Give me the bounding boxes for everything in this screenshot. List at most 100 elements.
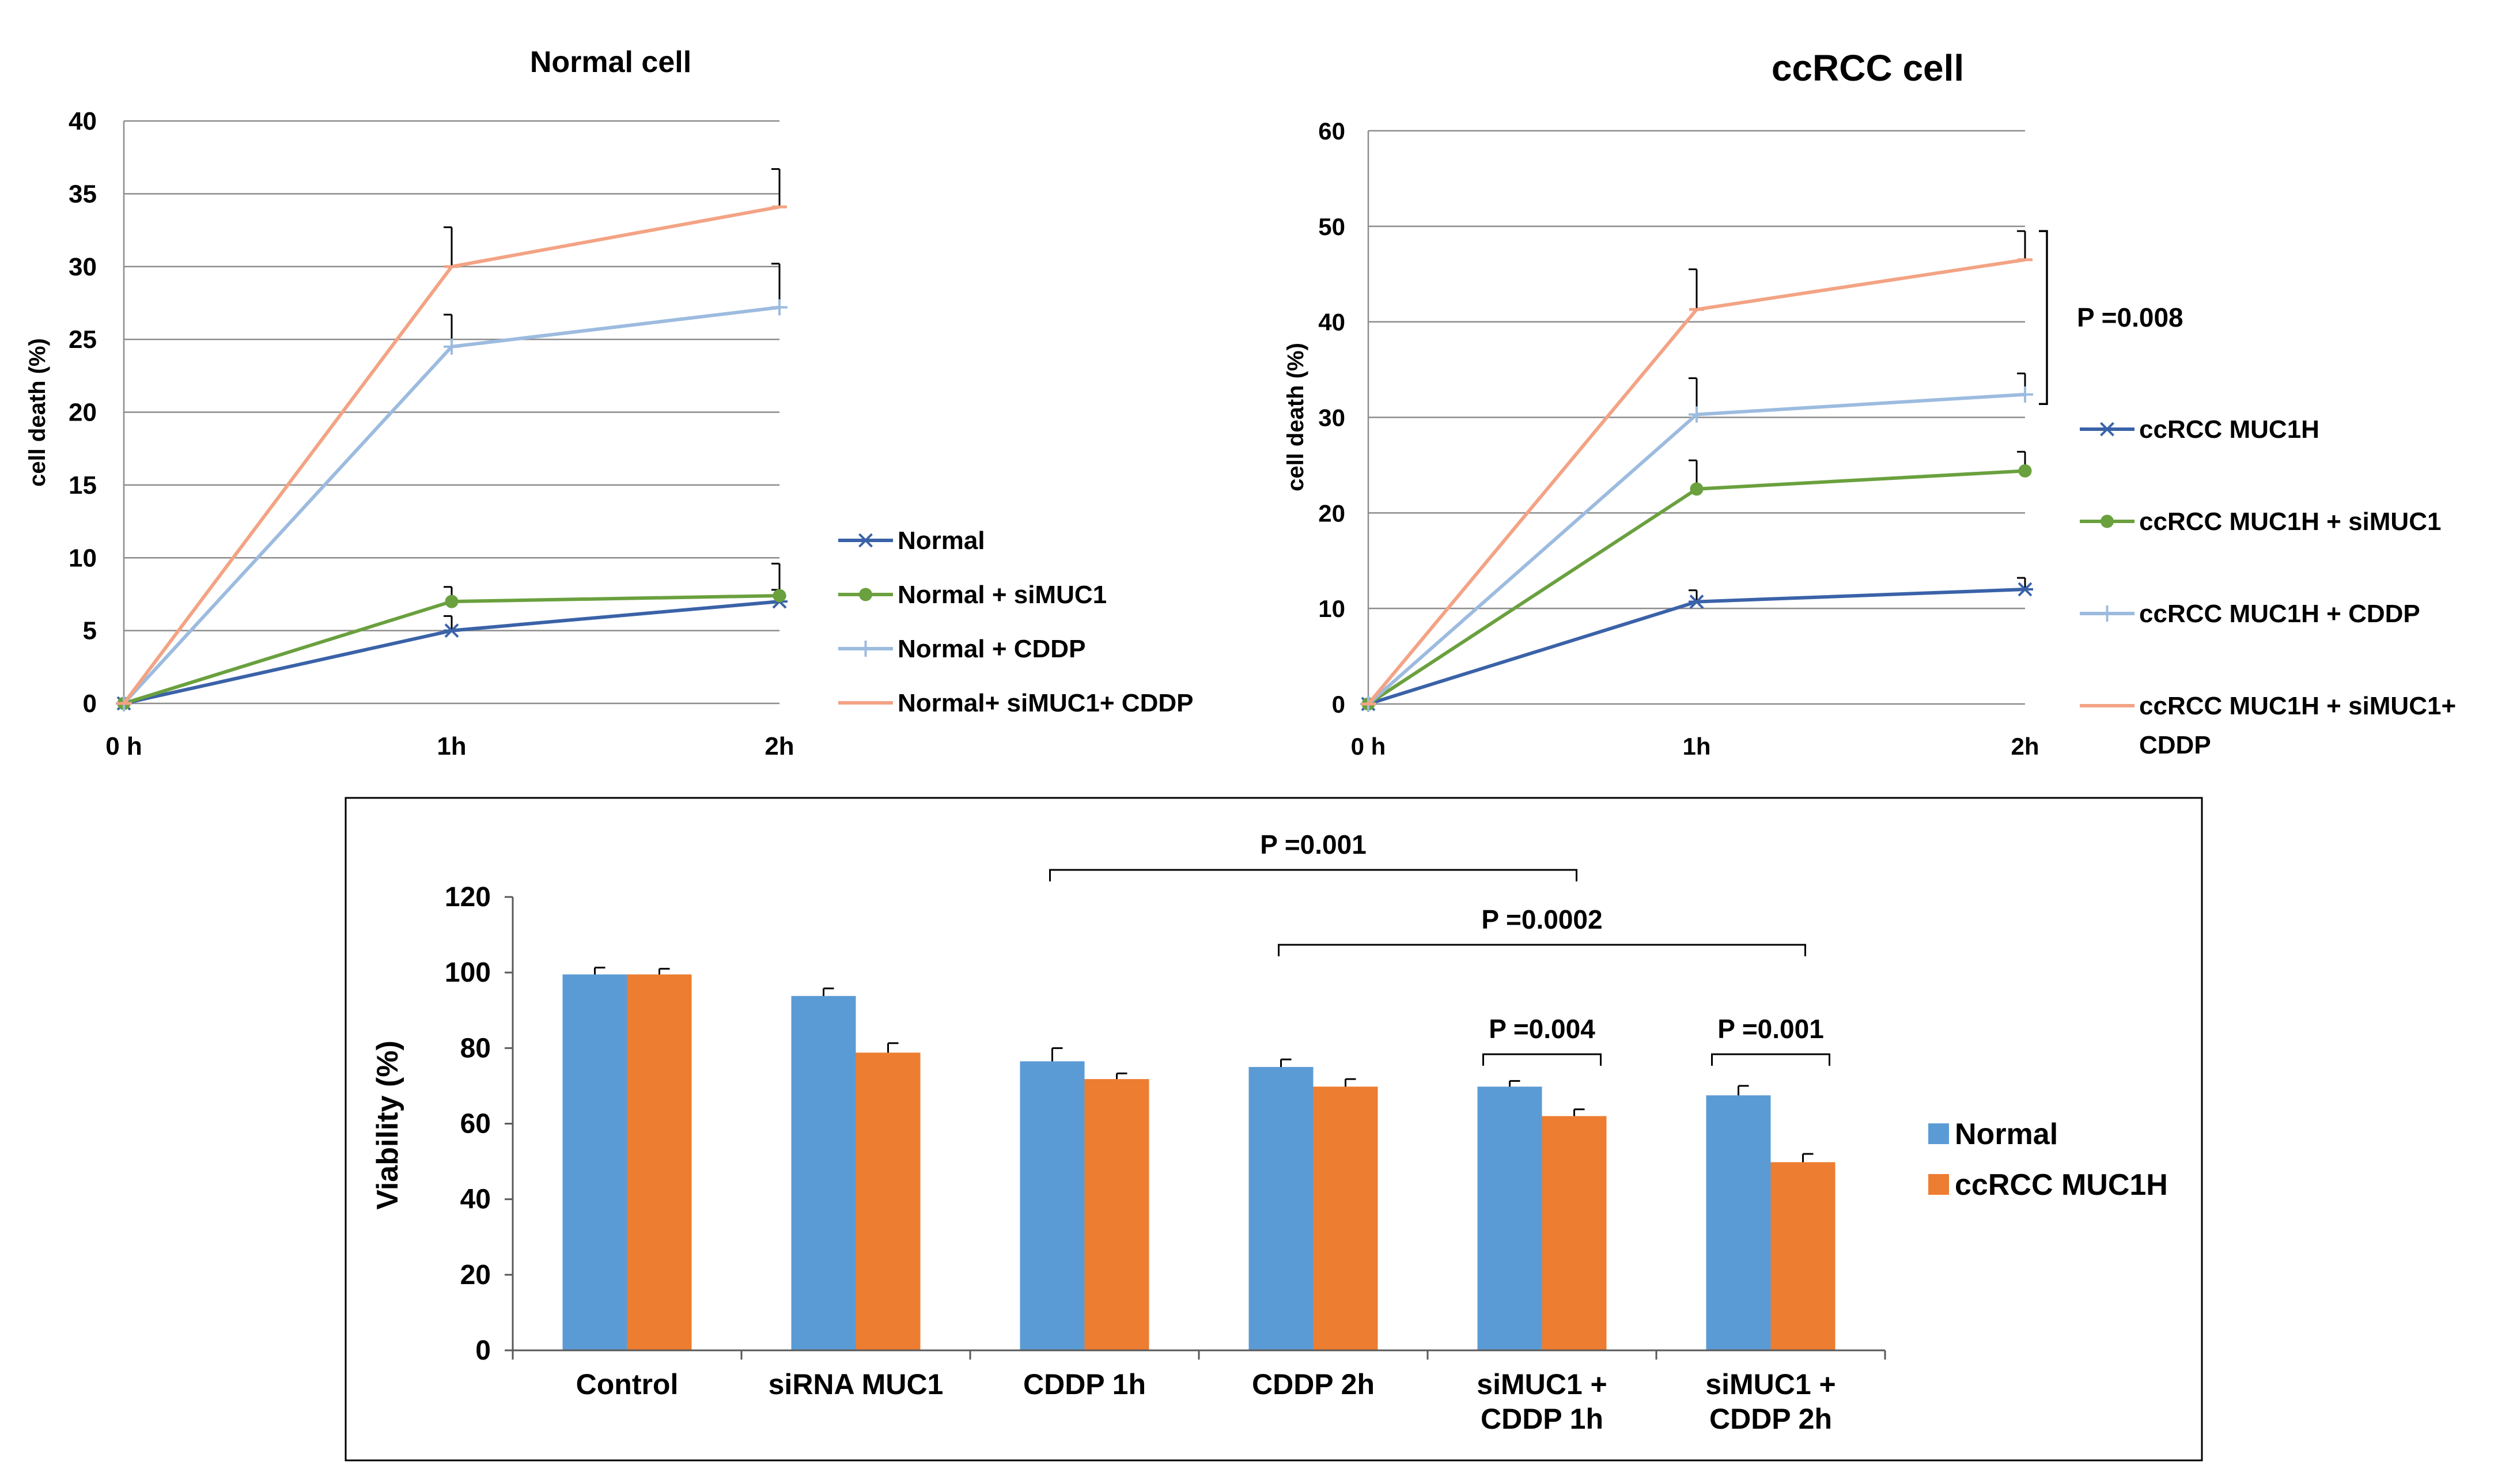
viability-bar-chart: 0 20 40 60 80 100 120 Viability (%) Control siRNA… xyxy=(345,797,2203,1462)
significance-bracket xyxy=(2039,230,2048,406)
y-tick-label: 80 xyxy=(460,1033,491,1063)
x-tick-label: CDDP 1h xyxy=(1023,1368,1146,1400)
bar xyxy=(1477,1086,1542,1350)
bar-series-ccrcc-muc1h xyxy=(627,968,1836,1350)
data-point xyxy=(1689,595,1705,609)
series-line xyxy=(122,305,780,705)
legend-marker xyxy=(857,533,874,548)
data-point xyxy=(444,623,460,638)
y-axis-label: Viability (%) xyxy=(371,1040,404,1210)
y-tick-label: 0 xyxy=(475,1335,491,1366)
bar-series-normal xyxy=(562,967,1771,1350)
series-normal-cddp xyxy=(116,263,788,711)
bar xyxy=(791,995,856,1350)
p-value-label: P =0.004 xyxy=(1489,1014,1595,1044)
legend-swatch xyxy=(1928,1123,1949,1144)
data-point xyxy=(444,338,460,355)
bar xyxy=(1770,1162,1836,1350)
data-point xyxy=(773,589,786,603)
x-tick-label: 0 h xyxy=(105,732,142,760)
legend: ccRCC MUC1H ccRCC MUC1H + siMUC1 ccRCC MUC… xyxy=(2080,415,2456,759)
legend-label: ccRCC MUC1H + CDDP xyxy=(2139,600,2420,628)
data-point xyxy=(445,595,459,608)
y-tick-label: 30 xyxy=(1318,404,1345,431)
significance-bracket xyxy=(1711,1053,1830,1066)
bar xyxy=(1020,1061,1085,1350)
bar-legend: Normal ccRCC MUC1H xyxy=(1928,1118,2168,1202)
normal-cell-chart: Normal cell 0 5 10 15 20 25 30 35 40 0 h 1h 2h cell d… xyxy=(25,46,1193,760)
y-tick-label: 15 xyxy=(69,471,97,499)
x-tick-label-line: CDDP 1h xyxy=(1481,1403,1603,1435)
legend-item-normal: Normal xyxy=(838,527,985,555)
series-normal-simuc1 xyxy=(117,562,786,710)
legend-label: ccRCC MUC1H + siMUC1+ CDDP xyxy=(2139,692,2456,759)
bar xyxy=(1248,1067,1314,1350)
legend-label: ccRCC MUC1H + siMUC1 xyxy=(2139,508,2441,536)
y-tick-label: 50 xyxy=(1318,213,1345,240)
series-line xyxy=(1367,392,2026,706)
p-value-label: P =0.001 xyxy=(1260,830,1367,860)
y-tick-label: 5 xyxy=(83,617,97,645)
data-point xyxy=(2017,582,2033,597)
y-tick-label: 20 xyxy=(460,1260,491,1290)
y-tick-label: 20 xyxy=(1318,499,1345,527)
significance-bracket xyxy=(1049,869,1577,881)
legend-item-ccrcc-muc1h: ccRCC MUC1H xyxy=(2080,415,2319,444)
x-tick-label: 0 h xyxy=(1351,733,1386,760)
chart-title: Normal cell xyxy=(530,46,691,79)
legend-label: Normal xyxy=(898,527,985,555)
y-axis-label: cell death (%) xyxy=(25,338,50,487)
x-tick-label: 1h xyxy=(437,732,466,760)
data-point xyxy=(2018,464,2032,478)
legend-item-ccrcc-muc1h-cddp: ccRCC MUC1H + CDDP xyxy=(2080,600,2420,628)
p-value-label: P =0.008 xyxy=(2077,302,2183,332)
legend-label: Normal+ siMUC1+ CDDP xyxy=(898,689,1193,717)
bar xyxy=(1084,1079,1149,1350)
y-tick-label: 25 xyxy=(69,325,97,354)
data-point xyxy=(1690,482,1704,496)
series-normal-simuc1-cddp xyxy=(116,168,787,705)
data-point xyxy=(1689,406,1705,423)
legend-marker xyxy=(2099,422,2115,437)
y-tick-label: 100 xyxy=(445,957,491,988)
legend-item-normal: Normal xyxy=(1928,1118,2058,1151)
bar xyxy=(1542,1116,1607,1350)
y-axis-label: cell death (%) xyxy=(1283,343,1308,491)
p-value-label: P =0.0002 xyxy=(1481,904,1602,934)
x-tick-label-line: siMUC1 + xyxy=(1477,1368,1607,1400)
y-tick-label: 30 xyxy=(69,253,97,281)
y-tick-label: 0 xyxy=(1332,691,1345,718)
chart-title: ccRCC cell xyxy=(1772,47,1964,89)
legend: Normal Normal + siMUC1 Normal + CDDP Normal… xyxy=(838,527,1193,717)
legend-label: ccRCC MUC1H xyxy=(1955,1168,2168,1202)
y-tick-label: 10 xyxy=(69,544,97,572)
x-tick-label: 1h xyxy=(1682,733,1710,760)
series-ccrcc-muc1h-simuc1 xyxy=(1361,450,2032,711)
legend-label-line: CDDP xyxy=(2139,731,2211,759)
bar xyxy=(562,974,627,1350)
y-tick-label: 20 xyxy=(69,399,97,427)
x-tick-label-line: CDDP 2h xyxy=(1709,1403,1832,1435)
legend-item-ccrcc-muc1h-simuc1-cddp: ccRCC MUC1H + siMUC1+ CDDP xyxy=(2080,692,2456,759)
y-tick-label: 120 xyxy=(445,882,491,913)
data-point xyxy=(2017,386,2033,403)
legend-item-normal-simuc1: Normal + siMUC1 xyxy=(838,581,1107,609)
x-tick-label: Control xyxy=(576,1368,679,1400)
legend-marker xyxy=(857,641,874,657)
legend-item-ccrcc-muc1h: ccRCC MUC1H xyxy=(1928,1168,2168,1202)
bar xyxy=(856,1053,921,1350)
x-tick-label: siMUC1 + CDDP 1h xyxy=(1477,1368,1607,1435)
y-tick-label: 40 xyxy=(1318,309,1345,336)
legend-item-ccrcc-muc1h-simuc1: ccRCC MUC1H + siMUC1 xyxy=(2080,508,2441,536)
p-value-label: P =0.001 xyxy=(1717,1014,1824,1044)
legend-label: Normal xyxy=(1955,1118,2058,1151)
data-point xyxy=(771,299,788,316)
bar-chart-frame xyxy=(345,797,2203,1462)
legend-marker xyxy=(2101,514,2114,528)
series-ccrcc-muc1h-cddp xyxy=(1360,372,2033,712)
x-tick-label: 2h xyxy=(2011,733,2039,760)
x-tick-label: 2h xyxy=(765,732,794,760)
bar xyxy=(1706,1095,1771,1350)
series-ccrcc-muc1h-simuc1-cddp xyxy=(1361,230,2033,706)
